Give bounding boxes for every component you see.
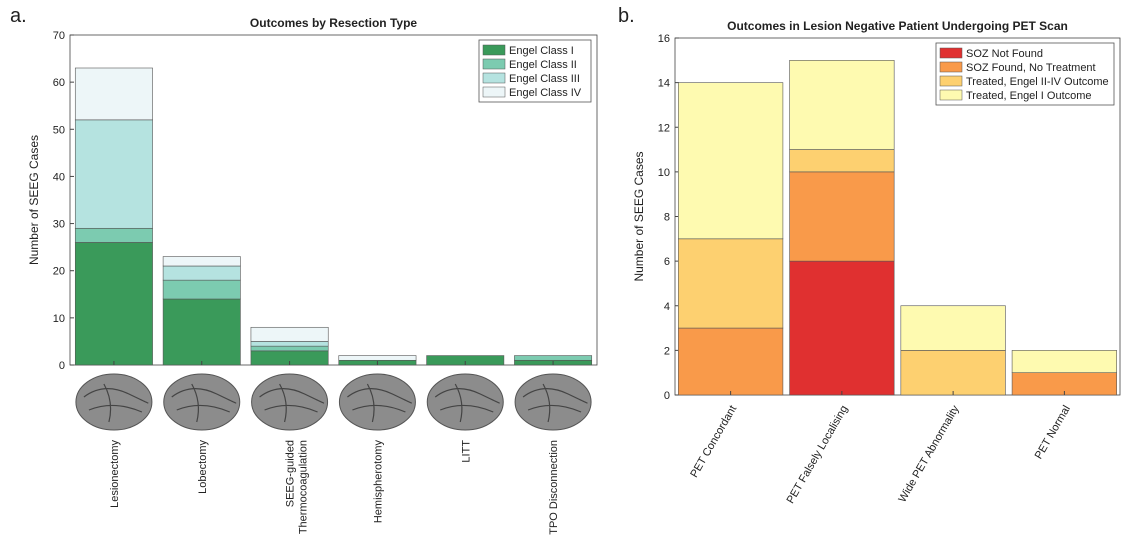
x-tick-label: Wide PET Abnormality — [896, 403, 962, 505]
legend-label: Engel Class I — [509, 45, 574, 57]
brain-image — [426, 373, 504, 431]
panel-label: b. — [618, 5, 635, 27]
brain-image — [163, 373, 241, 431]
legend-swatch — [482, 44, 506, 56]
brain-shape — [75, 373, 153, 431]
y-tick-label: 40 — [53, 171, 65, 183]
legend-label: Engel Class III — [509, 73, 580, 85]
brain-shape — [251, 373, 329, 431]
y-tick-label: 8 — [664, 212, 670, 224]
bar-segment — [1011, 350, 1117, 373]
legend-label: Engel Class IV — [509, 87, 582, 99]
bar-segment — [250, 326, 329, 342]
x-tick-label: PET Falsely Localising — [785, 404, 851, 506]
x-tick-label: LITT — [460, 440, 472, 463]
y-tick-label: 20 — [53, 266, 65, 278]
bar-segment — [162, 265, 241, 281]
bar-segment — [789, 260, 895, 396]
brain-shape — [426, 373, 504, 431]
axes-box — [69, 34, 598, 366]
y-tick-label: 6 — [664, 256, 670, 268]
y-tick-label: 4 — [664, 301, 670, 313]
legend-swatch — [939, 75, 963, 87]
y-tick-label: 2 — [664, 345, 670, 357]
legend-label: Engel Class II — [509, 59, 577, 71]
y-tick-label: 16 — [658, 33, 670, 45]
brain-shape — [514, 373, 592, 431]
bar-segment — [789, 149, 895, 173]
bar-segment — [900, 350, 1006, 396]
legend-swatch — [482, 72, 506, 84]
brain-image — [338, 373, 416, 431]
legend-swatch — [482, 58, 506, 70]
brain-image — [251, 373, 329, 431]
bar-segment — [250, 341, 329, 347]
bar-segment — [74, 67, 153, 121]
x-tick-label: TPO Disconnection — [548, 440, 560, 535]
chart-title: Outcomes by Resection Type — [250, 16, 417, 30]
y-tick-label: 10 — [53, 313, 65, 325]
legend-label: SOZ Not Found — [966, 48, 1043, 60]
bar-segment — [678, 327, 784, 396]
y-tick-label: 60 — [53, 77, 65, 89]
legend-swatch — [939, 61, 963, 73]
x-tick-label: Lesionectomy — [109, 440, 121, 508]
bar-segment — [74, 119, 153, 229]
y-axis-label: Number of SEEG Cases — [27, 135, 41, 265]
bar-segment — [162, 298, 241, 366]
y-tick-label: 30 — [53, 219, 65, 231]
x-tick-label: Hemispherotomy — [372, 440, 384, 524]
brain-sulci — [434, 383, 500, 423]
brain-shape — [338, 373, 416, 431]
bar-segment — [250, 345, 329, 352]
bar-segment — [338, 355, 417, 361]
brain-image — [75, 373, 153, 431]
brain-sulci — [171, 383, 237, 423]
bar-segment — [789, 60, 895, 150]
y-tick-label: 14 — [658, 78, 670, 90]
bar-segment — [74, 227, 153, 243]
legend-label: Treated, Engel II-IV Outcome — [966, 76, 1109, 88]
legend-swatch — [939, 89, 963, 101]
brain-sulci — [347, 383, 412, 423]
brain-image — [514, 373, 592, 431]
y-tick-label: 70 — [53, 30, 65, 42]
bar-segment — [678, 238, 784, 329]
x-tick-label: SEEG-guidedThermocoagulation — [285, 440, 310, 534]
panel-label: a. — [10, 5, 27, 27]
legend-label: Treated, Engel I Outcome — [966, 90, 1092, 102]
y-tick-label: 0 — [59, 360, 65, 372]
y-tick-label: 10 — [658, 167, 670, 179]
x-tick-label: PET Concordant — [688, 404, 739, 480]
legend-box — [935, 42, 1115, 106]
bar-segment — [514, 355, 593, 361]
bar-segment — [789, 171, 895, 262]
legend-label: SOZ Found, No Treatment — [966, 62, 1096, 74]
brain-shape — [163, 373, 241, 431]
chart-title: Outcomes in Lesion Negative Patient Unde… — [727, 19, 1068, 33]
y-tick-label: 50 — [53, 124, 65, 136]
y-tick-label: 12 — [658, 122, 670, 134]
bar-segment — [74, 242, 153, 366]
x-tick-label: PET Normal — [1033, 404, 1073, 462]
bar-segment — [162, 279, 241, 300]
x-tick-label: Lobectomy — [197, 440, 209, 494]
y-axis-label: Number of SEEG Cases — [632, 151, 646, 281]
brain-sulci — [83, 383, 149, 423]
legend-swatch — [482, 86, 506, 98]
bar-segment — [900, 305, 1006, 351]
bar-segment — [678, 82, 784, 240]
brain-sulci — [259, 383, 325, 423]
legend-swatch — [939, 47, 963, 59]
brain-sulci — [522, 383, 588, 423]
bar-segment — [162, 256, 241, 267]
y-tick-label: 0 — [664, 390, 670, 402]
